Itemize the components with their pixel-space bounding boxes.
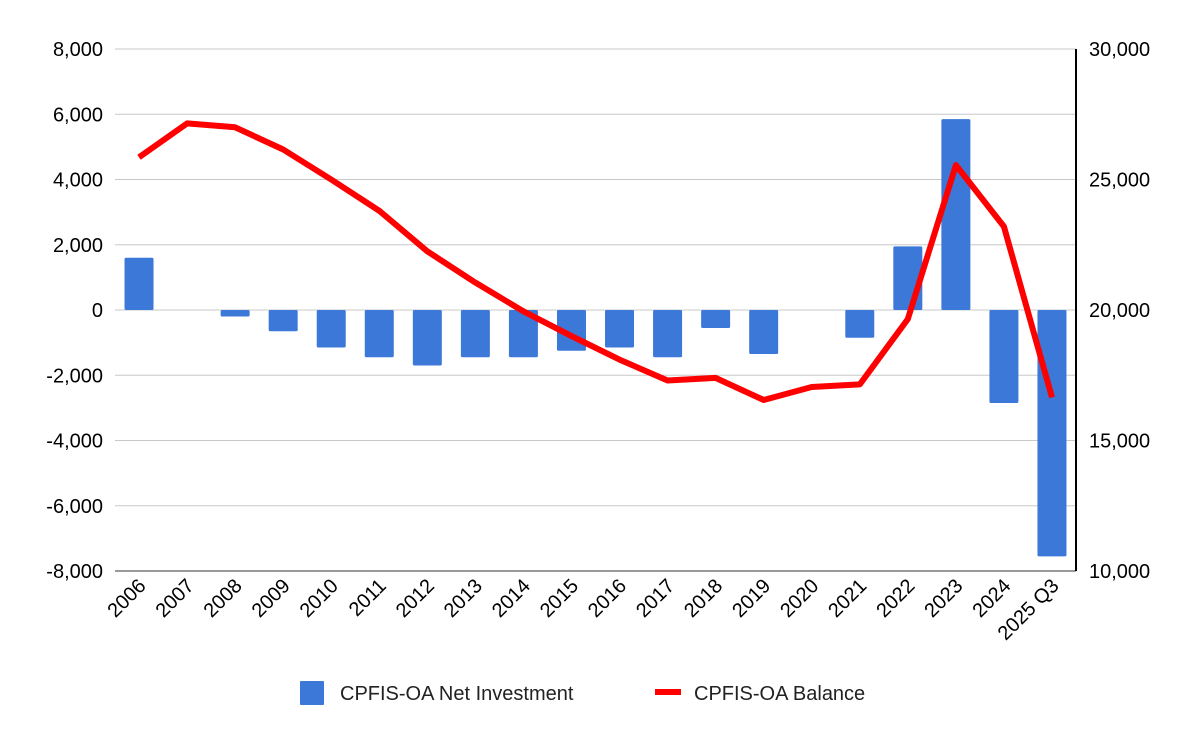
bar-2011 bbox=[364, 310, 394, 358]
bar-2014 bbox=[508, 310, 538, 358]
bar-2006 bbox=[124, 257, 154, 310]
legend-item-balance: CPFIS-OA Balance bbox=[655, 683, 865, 705]
x-tick-label: 2008 bbox=[200, 575, 247, 622]
right-axis-ticks: 30,000 25,000 20,000 15,000 10,000 bbox=[1089, 39, 1150, 583]
left-tick-label: -8,000 bbox=[46, 561, 103, 583]
left-tick-label: 0 bbox=[92, 300, 103, 322]
x-tick-label: 2011 bbox=[345, 575, 391, 621]
bar-2025-q3 bbox=[1037, 310, 1067, 557]
left-tick-label: 2,000 bbox=[53, 235, 103, 257]
x-tick-label: 2006 bbox=[104, 575, 151, 622]
left-tick-label: -2,000 bbox=[46, 365, 103, 387]
bar-2009 bbox=[268, 310, 298, 332]
right-tick-label: 20,000 bbox=[1089, 300, 1150, 322]
x-tick-label: 2010 bbox=[296, 575, 343, 622]
bar-2017 bbox=[653, 310, 683, 358]
gridlines bbox=[115, 48, 1076, 572]
x-tick-label: 2023 bbox=[920, 575, 967, 622]
left-tick-label: -6,000 bbox=[46, 496, 103, 518]
right-tick-label: 30,000 bbox=[1089, 39, 1150, 61]
x-tick-label: 2014 bbox=[488, 575, 535, 622]
x-tick-label: 2017 bbox=[632, 575, 679, 622]
x-tick-label: 2021 bbox=[824, 575, 871, 622]
legend: CPFIS-OA Net Investment CPFIS-OA Balance bbox=[300, 681, 865, 705]
right-tick-label: 15,000 bbox=[1089, 431, 1150, 453]
bar-2012 bbox=[412, 310, 442, 366]
bar-2021 bbox=[845, 310, 875, 338]
x-tick-label: 2022 bbox=[872, 575, 919, 622]
bar-2016 bbox=[605, 310, 635, 348]
x-tick-label: 2015 bbox=[536, 575, 583, 622]
bar-series bbox=[124, 119, 1067, 557]
right-tick-label: 25,000 bbox=[1089, 170, 1150, 192]
bar-2018 bbox=[701, 310, 731, 328]
axes bbox=[115, 49, 1077, 572]
legend-label-balance: CPFIS-OA Balance bbox=[694, 683, 865, 705]
x-tick-label: 2018 bbox=[680, 575, 727, 622]
bar-2019 bbox=[749, 310, 779, 355]
bar-2024 bbox=[989, 310, 1019, 403]
x-tick-label: 2016 bbox=[584, 575, 631, 622]
bar-2008 bbox=[220, 310, 250, 317]
left-axis-ticks: 8,000 6,000 4,000 2,000 0 -2,000 -4,000 -6,000 -… bbox=[46, 39, 103, 583]
x-tick-label: 2009 bbox=[248, 575, 295, 622]
balance-line bbox=[137, 120, 1055, 403]
legend-label-net-investment: CPFIS-OA Net Investment bbox=[340, 683, 574, 705]
bar-2013 bbox=[460, 310, 490, 358]
left-tick-label: 8,000 bbox=[53, 39, 103, 61]
x-tick-label: 2020 bbox=[776, 575, 823, 622]
legend-swatch-bar bbox=[300, 681, 324, 705]
bar-2023 bbox=[941, 119, 971, 310]
left-tick-label: -4,000 bbox=[46, 431, 103, 453]
left-tick-label: 6,000 bbox=[53, 104, 103, 126]
x-tick-label: 2013 bbox=[440, 575, 487, 622]
x-tick-label: 2007 bbox=[152, 575, 199, 622]
left-tick-label: 4,000 bbox=[53, 170, 103, 192]
right-tick-label: 10,000 bbox=[1089, 561, 1150, 583]
legend-item-net-investment: CPFIS-OA Net Investment bbox=[300, 681, 574, 705]
line-series bbox=[137, 120, 1055, 403]
x-tick-label: 2012 bbox=[392, 575, 439, 622]
x-tick-label: 2019 bbox=[728, 575, 775, 622]
x-axis-ticks: 2006 2007 2008 2009 2010 2011 2012 2013 2014 2015… bbox=[104, 575, 1064, 645]
bar-2010 bbox=[316, 310, 346, 348]
